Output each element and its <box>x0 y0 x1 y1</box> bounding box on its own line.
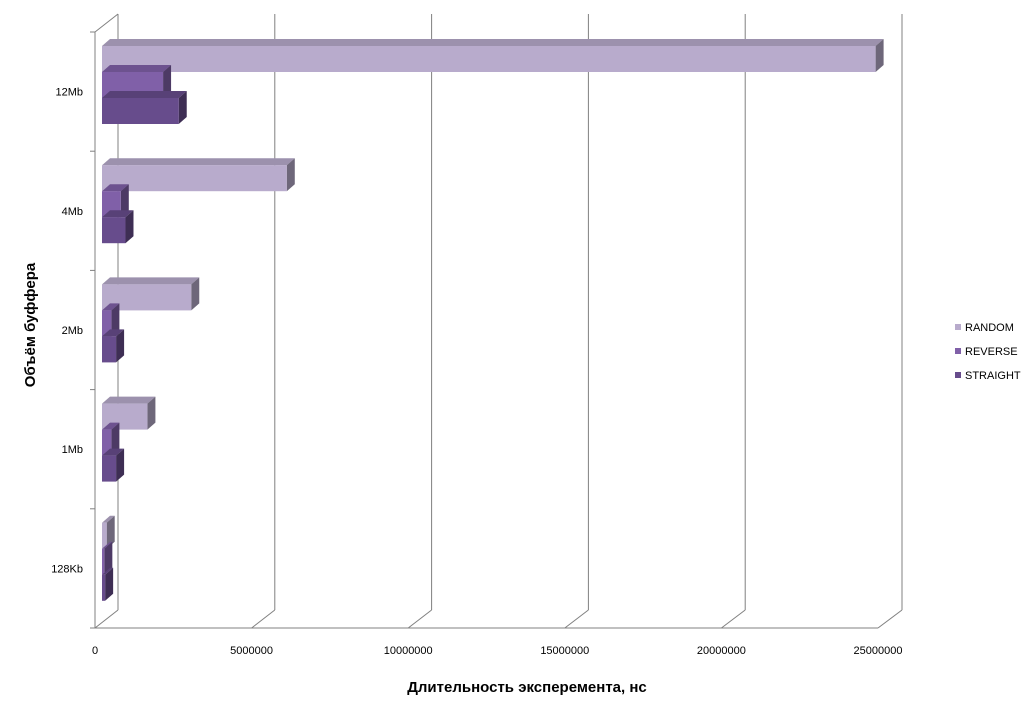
bar-straight-1mb <box>102 448 125 482</box>
bar-random-4mb <box>102 158 295 192</box>
legend-label-reverse: REVERSE <box>965 346 1018 358</box>
bar-random-128kb <box>102 515 115 549</box>
y-tick-label: 12Mb <box>55 87 83 99</box>
gridline-floor <box>564 609 589 629</box>
x-tick-label: 5000000 <box>230 645 273 657</box>
bar-straight-12mb <box>102 91 187 124</box>
x-tick-label: 0 <box>92 645 98 657</box>
x-tick-label: 25000000 <box>854 645 903 657</box>
gridline-floor <box>877 609 903 629</box>
gridlines <box>94 14 903 629</box>
gridline-floor <box>407 609 432 629</box>
legend-swatch-random <box>955 324 961 330</box>
y-tick-label: 1Mb <box>62 444 83 456</box>
legend-swatch-reverse <box>955 348 961 354</box>
gridline-floor <box>721 609 746 629</box>
legend: RANDOM REVERSE STRAIGHT <box>955 322 1021 382</box>
bar-random-1mb <box>102 396 156 430</box>
bar-reverse-128kb <box>102 541 113 575</box>
y-axis-top-edge <box>94 13 119 33</box>
bar-straight-2mb <box>102 329 125 363</box>
x-axis-title: Длительность эксперемента, нс <box>407 679 647 696</box>
tick-labels: 0 5000000 10000000 15000000 20000000 25000000… <box>51 87 902 657</box>
legend-swatch-straight <box>955 372 961 378</box>
y-axis-title: Объём буффера <box>22 262 39 387</box>
x-tick-label: 15000000 <box>540 645 589 657</box>
x-tick-label: 20000000 <box>697 645 746 657</box>
axes <box>90 13 878 629</box>
y-tick-label: 2Mb <box>62 325 83 337</box>
legend-label-random: RANDOM <box>965 322 1014 334</box>
gridline-floor <box>94 609 119 629</box>
bar-random-12mb <box>102 39 884 72</box>
bar-straight-128kb <box>102 567 114 601</box>
bar-reverse-2mb <box>102 303 120 337</box>
x-tick-label: 10000000 <box>384 645 433 657</box>
bar-straight-4mb <box>102 210 134 244</box>
gridline-floor <box>251 609 276 629</box>
y-tick-label: 4Mb <box>62 206 83 218</box>
bar-reverse-1mb <box>102 422 120 456</box>
legend-label-straight: STRAIGHT <box>965 370 1021 382</box>
y-tick-label: 128Kb <box>51 563 83 575</box>
bars <box>102 39 884 601</box>
